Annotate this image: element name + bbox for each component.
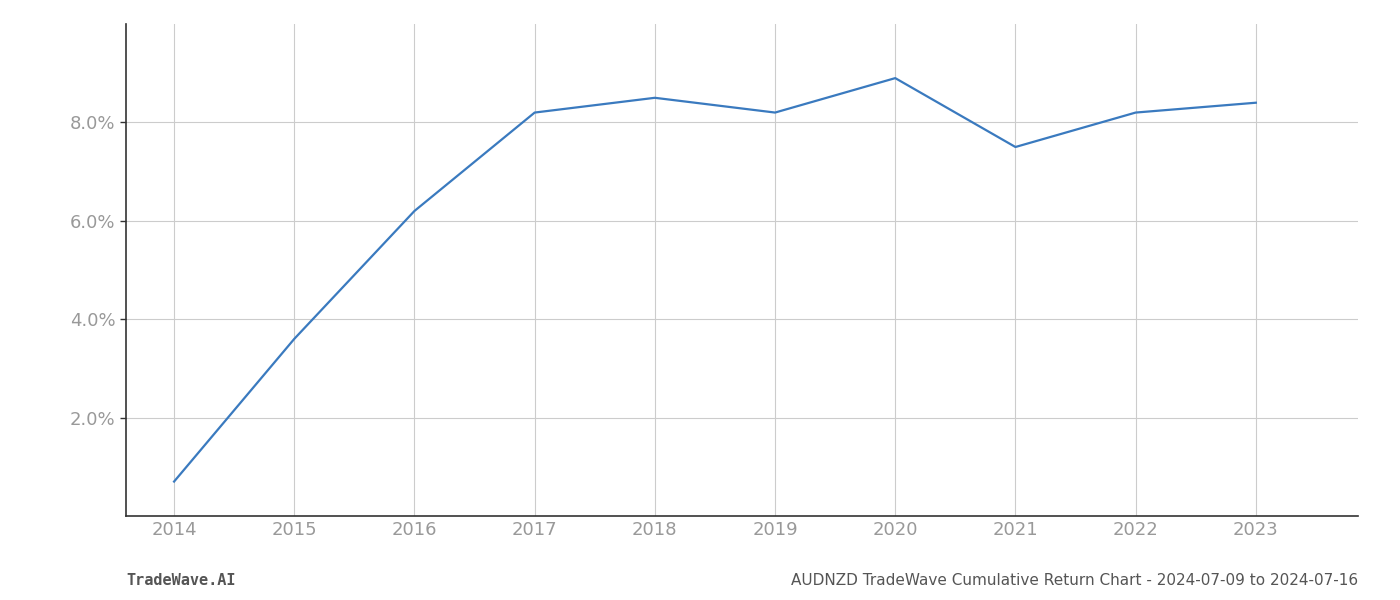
Text: TradeWave.AI: TradeWave.AI — [126, 573, 235, 588]
Text: AUDNZD TradeWave Cumulative Return Chart - 2024-07-09 to 2024-07-16: AUDNZD TradeWave Cumulative Return Chart… — [791, 573, 1358, 588]
